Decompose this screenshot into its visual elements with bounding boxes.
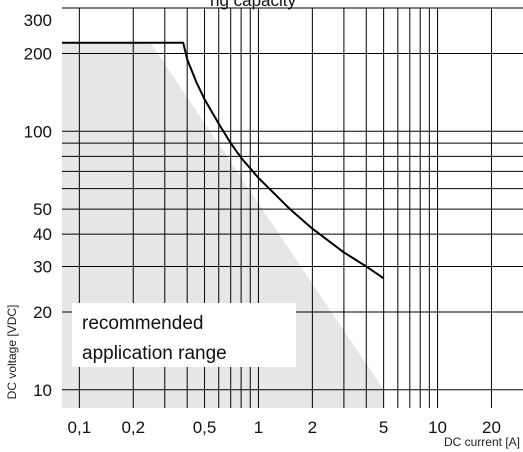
y-tick-label: 300 xyxy=(24,11,52,30)
x-tick-label: 0,1 xyxy=(68,418,92,437)
chart-title: ng capacity xyxy=(210,0,296,10)
y-tick-label: 100 xyxy=(24,122,52,141)
y-tick-label: 20 xyxy=(33,303,52,322)
x-tick-label: 5 xyxy=(379,418,388,437)
y-tick-label: 40 xyxy=(33,225,52,244)
annotation-line-1: recommended xyxy=(82,313,203,334)
annotation-line-2: application range xyxy=(82,343,227,364)
limit-curve-layer xyxy=(62,41,385,280)
x-axis-title: DC current [A] xyxy=(444,435,520,449)
x-tick-label: 10 xyxy=(428,418,447,437)
annotation-background xyxy=(72,303,296,367)
y-tick-label: 200 xyxy=(24,45,52,64)
x-tick-label: 20 xyxy=(482,418,501,437)
y-tick-label: 50 xyxy=(33,200,52,219)
x-tick-label: 0,2 xyxy=(121,418,145,437)
tick-label-layer: 0,1 0,2 0,5 1 2 5 10 20 10 20 30 40 50 100 200 300 xyxy=(24,11,501,437)
y-axis-title: DC voltage [VDC] xyxy=(5,305,19,400)
x-tick-label: 0,5 xyxy=(193,418,217,437)
y-tick-label: 30 xyxy=(33,257,52,276)
y-tick-label: 10 xyxy=(33,381,52,400)
x-tick-label: 2 xyxy=(308,418,317,437)
x-tick-label: 1 xyxy=(254,418,263,437)
annotation-layer: recommended application range xyxy=(72,303,296,367)
limit-curve xyxy=(62,41,385,280)
